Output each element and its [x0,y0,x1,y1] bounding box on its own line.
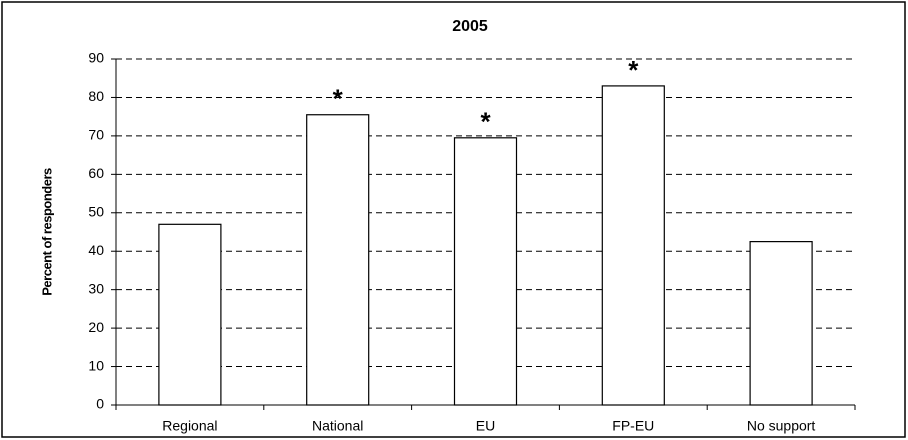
y-tick-label: 70 [88,127,104,143]
y-tick-label: 60 [88,165,104,181]
y-tick-label: 0 [96,396,104,412]
y-tick-label: 50 [88,203,104,219]
x-tick-label: No support [747,418,816,434]
bar [158,223,222,406]
x-tick-label: FP-EU [612,418,654,434]
bar [749,241,813,406]
y-tick-label: 90 [88,50,104,66]
y-tick-label: 20 [88,319,104,335]
y-tick-label: 10 [88,357,104,373]
bar [453,137,518,406]
y-tick-label: 30 [88,280,104,296]
significance-marker: * [333,84,344,114]
significance-marker: * [628,55,639,85]
bar [306,114,370,406]
bar [601,85,665,406]
y-axis-label: Percent of responders [39,168,54,296]
significance-marker: * [480,107,491,137]
y-tick-label: 80 [88,88,104,104]
y-tick-label: 40 [88,242,104,258]
x-tick-label: Regional [162,418,217,434]
x-tick-label: EU [476,418,495,434]
x-tick-label: National [312,418,363,434]
chart-title: 2005 [452,18,488,35]
